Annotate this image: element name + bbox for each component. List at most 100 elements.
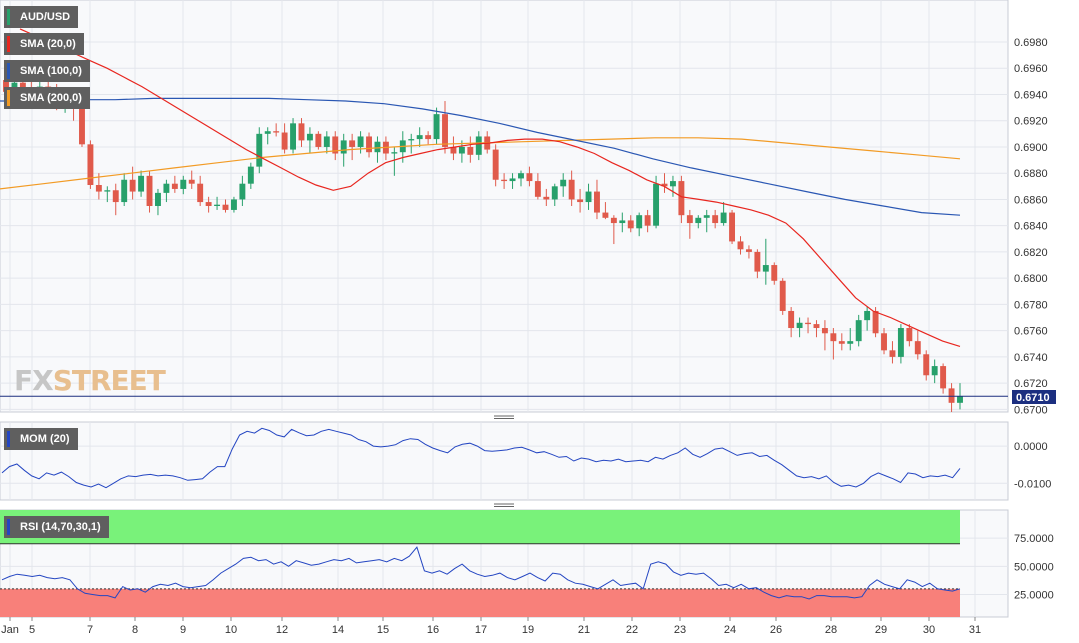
rsi-y-tick: 50.0000 [1014, 561, 1054, 573]
pane-resize-handle-1[interactable] [494, 415, 514, 419]
legend-instrument-text: AUD/USD [20, 11, 71, 23]
candle-body [745, 249, 752, 252]
candles [0, 65, 1008, 412]
last-price-label: 0.6710 [1016, 392, 1050, 404]
legend-sma200[interactable]: SMA (200,0) [4, 87, 90, 109]
candle-body [290, 123, 296, 150]
candle-body [239, 183, 246, 200]
price-y-tick: 0.6780 [1014, 299, 1048, 311]
candle-body [653, 183, 660, 226]
candle-body [686, 215, 693, 224]
candle-body [155, 192, 161, 206]
candle-body [526, 173, 533, 182]
candle-body [442, 114, 448, 147]
candle-body [729, 212, 736, 242]
candle-body [821, 328, 828, 334]
candle-body [543, 196, 550, 200]
x-tick-label: 29 [875, 624, 887, 636]
candle-body [644, 215, 651, 226]
legend-mom-text: MOM (20) [20, 433, 70, 445]
price-y-tick: 0.6760 [1014, 326, 1048, 338]
x-tick-label: 7 [87, 624, 93, 636]
x-tick-label: 31 [969, 624, 981, 636]
price-y-tick: 0.6920 [1014, 116, 1048, 128]
candle-body [509, 178, 516, 182]
candle-body [87, 144, 94, 186]
candle-body [205, 202, 212, 206]
candle-body [112, 190, 119, 203]
candle-body [425, 135, 432, 140]
last-price-tag: 0.6710 [1012, 390, 1056, 404]
logo-part-1: FX [14, 364, 54, 397]
candle-body [180, 179, 187, 189]
candle-body [458, 146, 465, 154]
mom-y-tick: -0.0100 [1014, 478, 1051, 490]
logo-part-2: STREET [52, 364, 166, 397]
x-tick-label: 8 [132, 624, 138, 636]
candle-body [332, 136, 339, 154]
sma20-line [19, 28, 961, 347]
candle-body [847, 341, 854, 344]
candle-body [957, 396, 963, 403]
legend-sma20[interactable]: SMA (20,0) [4, 33, 84, 55]
candle-body [138, 175, 145, 192]
candle-body [281, 132, 288, 150]
candle-body [948, 388, 955, 403]
price-y-tick: 0.6740 [1014, 352, 1048, 364]
mom-line [1, 427, 961, 489]
sma200-line [0, 137, 961, 190]
x-tick-label: 30 [923, 624, 935, 636]
price-y-tick: 0.6860 [1014, 194, 1048, 206]
x-tick-label: 14 [332, 624, 344, 636]
candle-body [349, 140, 356, 147]
candle-body [805, 322, 811, 325]
candle-body [163, 183, 170, 193]
candle-body [416, 135, 423, 140]
candle-body [788, 310, 795, 329]
rsi-y-tick: 25.0000 [1014, 589, 1054, 601]
candle-body [703, 215, 710, 218]
legend-sma100[interactable]: SMA (100,0) [4, 60, 90, 82]
candle-body [518, 173, 524, 179]
candle-body [247, 166, 254, 184]
y-axis-ticks: 0.6700 0.6720 0.6740 0.6760 0.6780 0.6800 0.68… [1014, 37, 1054, 601]
candle-body [121, 179, 128, 203]
candle-body [492, 149, 499, 180]
legend-mom[interactable]: MOM (20) [4, 428, 78, 450]
candle-body [475, 136, 482, 155]
candle-body [897, 328, 904, 357]
candle-body [188, 179, 195, 184]
candle-body [838, 341, 845, 344]
candle-body [306, 133, 313, 141]
candle-body [855, 320, 862, 342]
x-tick-label: 15 [377, 624, 389, 636]
candle-body [256, 133, 263, 167]
candle-body [737, 241, 744, 250]
candle-body [754, 251, 761, 272]
pane-resize-handle-2[interactable] [494, 503, 514, 507]
candle-body [636, 215, 643, 229]
candle-body [323, 136, 330, 147]
candle-body [129, 179, 136, 192]
price-y-tick: 0.6820 [1014, 247, 1048, 259]
candle-body [577, 199, 584, 203]
legend-instrument[interactable]: AUD/USD [4, 6, 79, 28]
legend-rsi-text: RSI (14,70,30,1) [20, 521, 101, 533]
price-y-tick: 0.6880 [1014, 168, 1048, 180]
rsi-y-tick: 75.0000 [1014, 533, 1054, 545]
candle-body [695, 217, 702, 224]
x-tick-label: 26 [770, 624, 782, 636]
candle-body [391, 152, 398, 154]
rsi-overbought-zone [0, 510, 960, 544]
x-tick-label: 10 [225, 624, 237, 636]
candle-body [771, 265, 778, 281]
candle-body [585, 191, 592, 203]
candle-body [408, 139, 415, 141]
x-tick-label: 16 [427, 624, 439, 636]
price-y-tick: 0.6980 [1014, 37, 1048, 49]
candle-body [450, 146, 457, 154]
candle-body [712, 215, 719, 224]
x-tick-label: Jan [1, 624, 19, 636]
candle-body [374, 141, 381, 153]
legend-rsi[interactable]: RSI (14,70,30,1) [4, 516, 109, 538]
